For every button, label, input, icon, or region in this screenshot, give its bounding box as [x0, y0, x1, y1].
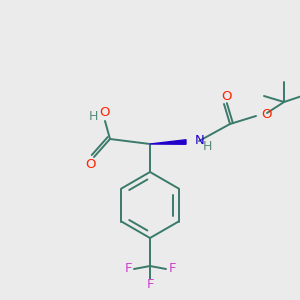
Text: O: O	[261, 107, 272, 121]
Text: N: N	[195, 134, 205, 148]
Text: F: F	[168, 262, 176, 275]
Text: F: F	[124, 262, 132, 275]
Text: H: H	[88, 110, 98, 122]
Text: F: F	[146, 278, 154, 290]
Text: O: O	[86, 158, 96, 170]
Text: O: O	[222, 91, 232, 103]
Polygon shape	[150, 140, 186, 144]
Text: H: H	[203, 140, 212, 154]
Text: O: O	[100, 106, 110, 119]
